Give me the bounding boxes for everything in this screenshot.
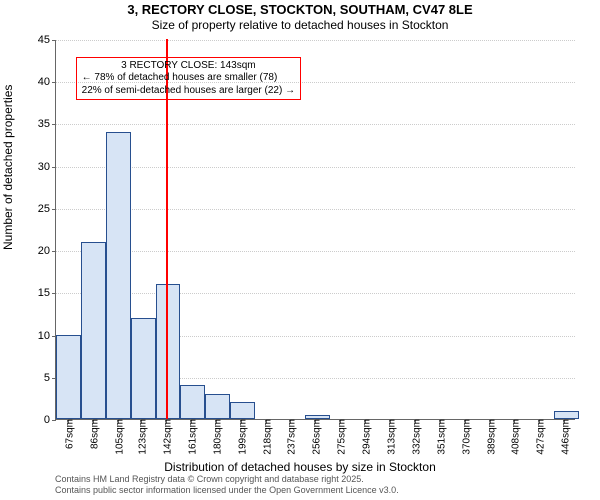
xtick-label: 123sqm xyxy=(134,419,149,455)
xtick-label: 237sqm xyxy=(283,419,298,455)
chart-container: 3, RECTORY CLOSE, STOCKTON, SOUTHAM, CV4… xyxy=(0,0,600,500)
annotation-line1: 3 RECTORY CLOSE: 143sqm xyxy=(82,60,295,73)
ytick-label: 25 xyxy=(26,203,56,215)
histogram-bar xyxy=(81,242,106,419)
ytick-label: 40 xyxy=(26,76,56,88)
histogram-bar xyxy=(554,411,579,419)
ytick-label: 45 xyxy=(26,34,56,46)
attribution-line2: Contains public sector information licen… xyxy=(55,485,399,496)
ytick-label: 5 xyxy=(26,372,56,384)
xtick-label: 351sqm xyxy=(432,419,447,455)
annotation-line3: 22% of semi-detached houses are larger (… xyxy=(82,85,295,98)
histogram-bar xyxy=(56,335,81,419)
xtick-label: 142sqm xyxy=(159,419,174,455)
grid-line xyxy=(56,40,575,41)
ytick-label: 20 xyxy=(26,245,56,257)
annotation-line2: ← 78% of detached houses are smaller (78… xyxy=(82,72,295,85)
y-axis-label: Number of detached properties xyxy=(1,85,15,250)
grid-line xyxy=(56,251,575,252)
xtick-label: 446sqm xyxy=(557,419,572,455)
ytick-label: 35 xyxy=(26,118,56,130)
grid-line xyxy=(56,167,575,168)
histogram-bar xyxy=(205,394,230,419)
xtick-label: 256sqm xyxy=(308,419,323,455)
chart-subtitle: Size of property relative to detached ho… xyxy=(0,18,600,32)
xtick-label: 313sqm xyxy=(383,419,398,455)
xtick-label: 389sqm xyxy=(482,419,497,455)
histogram-bar xyxy=(106,132,131,419)
xtick-label: 105sqm xyxy=(110,419,125,455)
xtick-label: 161sqm xyxy=(183,419,198,455)
xtick-label: 408sqm xyxy=(507,419,522,455)
annotation-box: 3 RECTORY CLOSE: 143sqm← 78% of detached… xyxy=(76,57,301,101)
xtick-label: 67sqm xyxy=(60,419,75,449)
ytick-label: 30 xyxy=(26,161,56,173)
ytick-label: 10 xyxy=(26,330,56,342)
xtick-label: 275sqm xyxy=(333,419,348,455)
x-axis-label: Distribution of detached houses by size … xyxy=(0,460,600,474)
grid-line xyxy=(56,124,575,125)
xtick-label: 180sqm xyxy=(208,419,223,455)
plot-area: 05101520253035404567sqm86sqm105sqm123sqm… xyxy=(55,40,575,420)
xtick-label: 294sqm xyxy=(358,419,373,455)
grid-line xyxy=(56,209,575,210)
attribution-line1: Contains HM Land Registry data © Crown c… xyxy=(55,474,399,485)
histogram-bar xyxy=(305,415,330,419)
ytick-label: 15 xyxy=(26,287,56,299)
grid-line xyxy=(56,293,575,294)
histogram-bar xyxy=(131,318,156,419)
xtick-label: 199sqm xyxy=(233,419,248,455)
xtick-label: 370sqm xyxy=(457,419,472,455)
xtick-label: 86sqm xyxy=(85,419,100,449)
xtick-label: 332sqm xyxy=(407,419,422,455)
chart-title: 3, RECTORY CLOSE, STOCKTON, SOUTHAM, CV4… xyxy=(0,2,600,17)
xtick-label: 427sqm xyxy=(532,419,547,455)
ytick-label: 0 xyxy=(26,414,56,426)
attribution-text: Contains HM Land Registry data © Crown c… xyxy=(55,474,399,496)
histogram-bar xyxy=(180,385,205,419)
histogram-bar xyxy=(230,402,255,419)
xtick-label: 218sqm xyxy=(258,419,273,455)
